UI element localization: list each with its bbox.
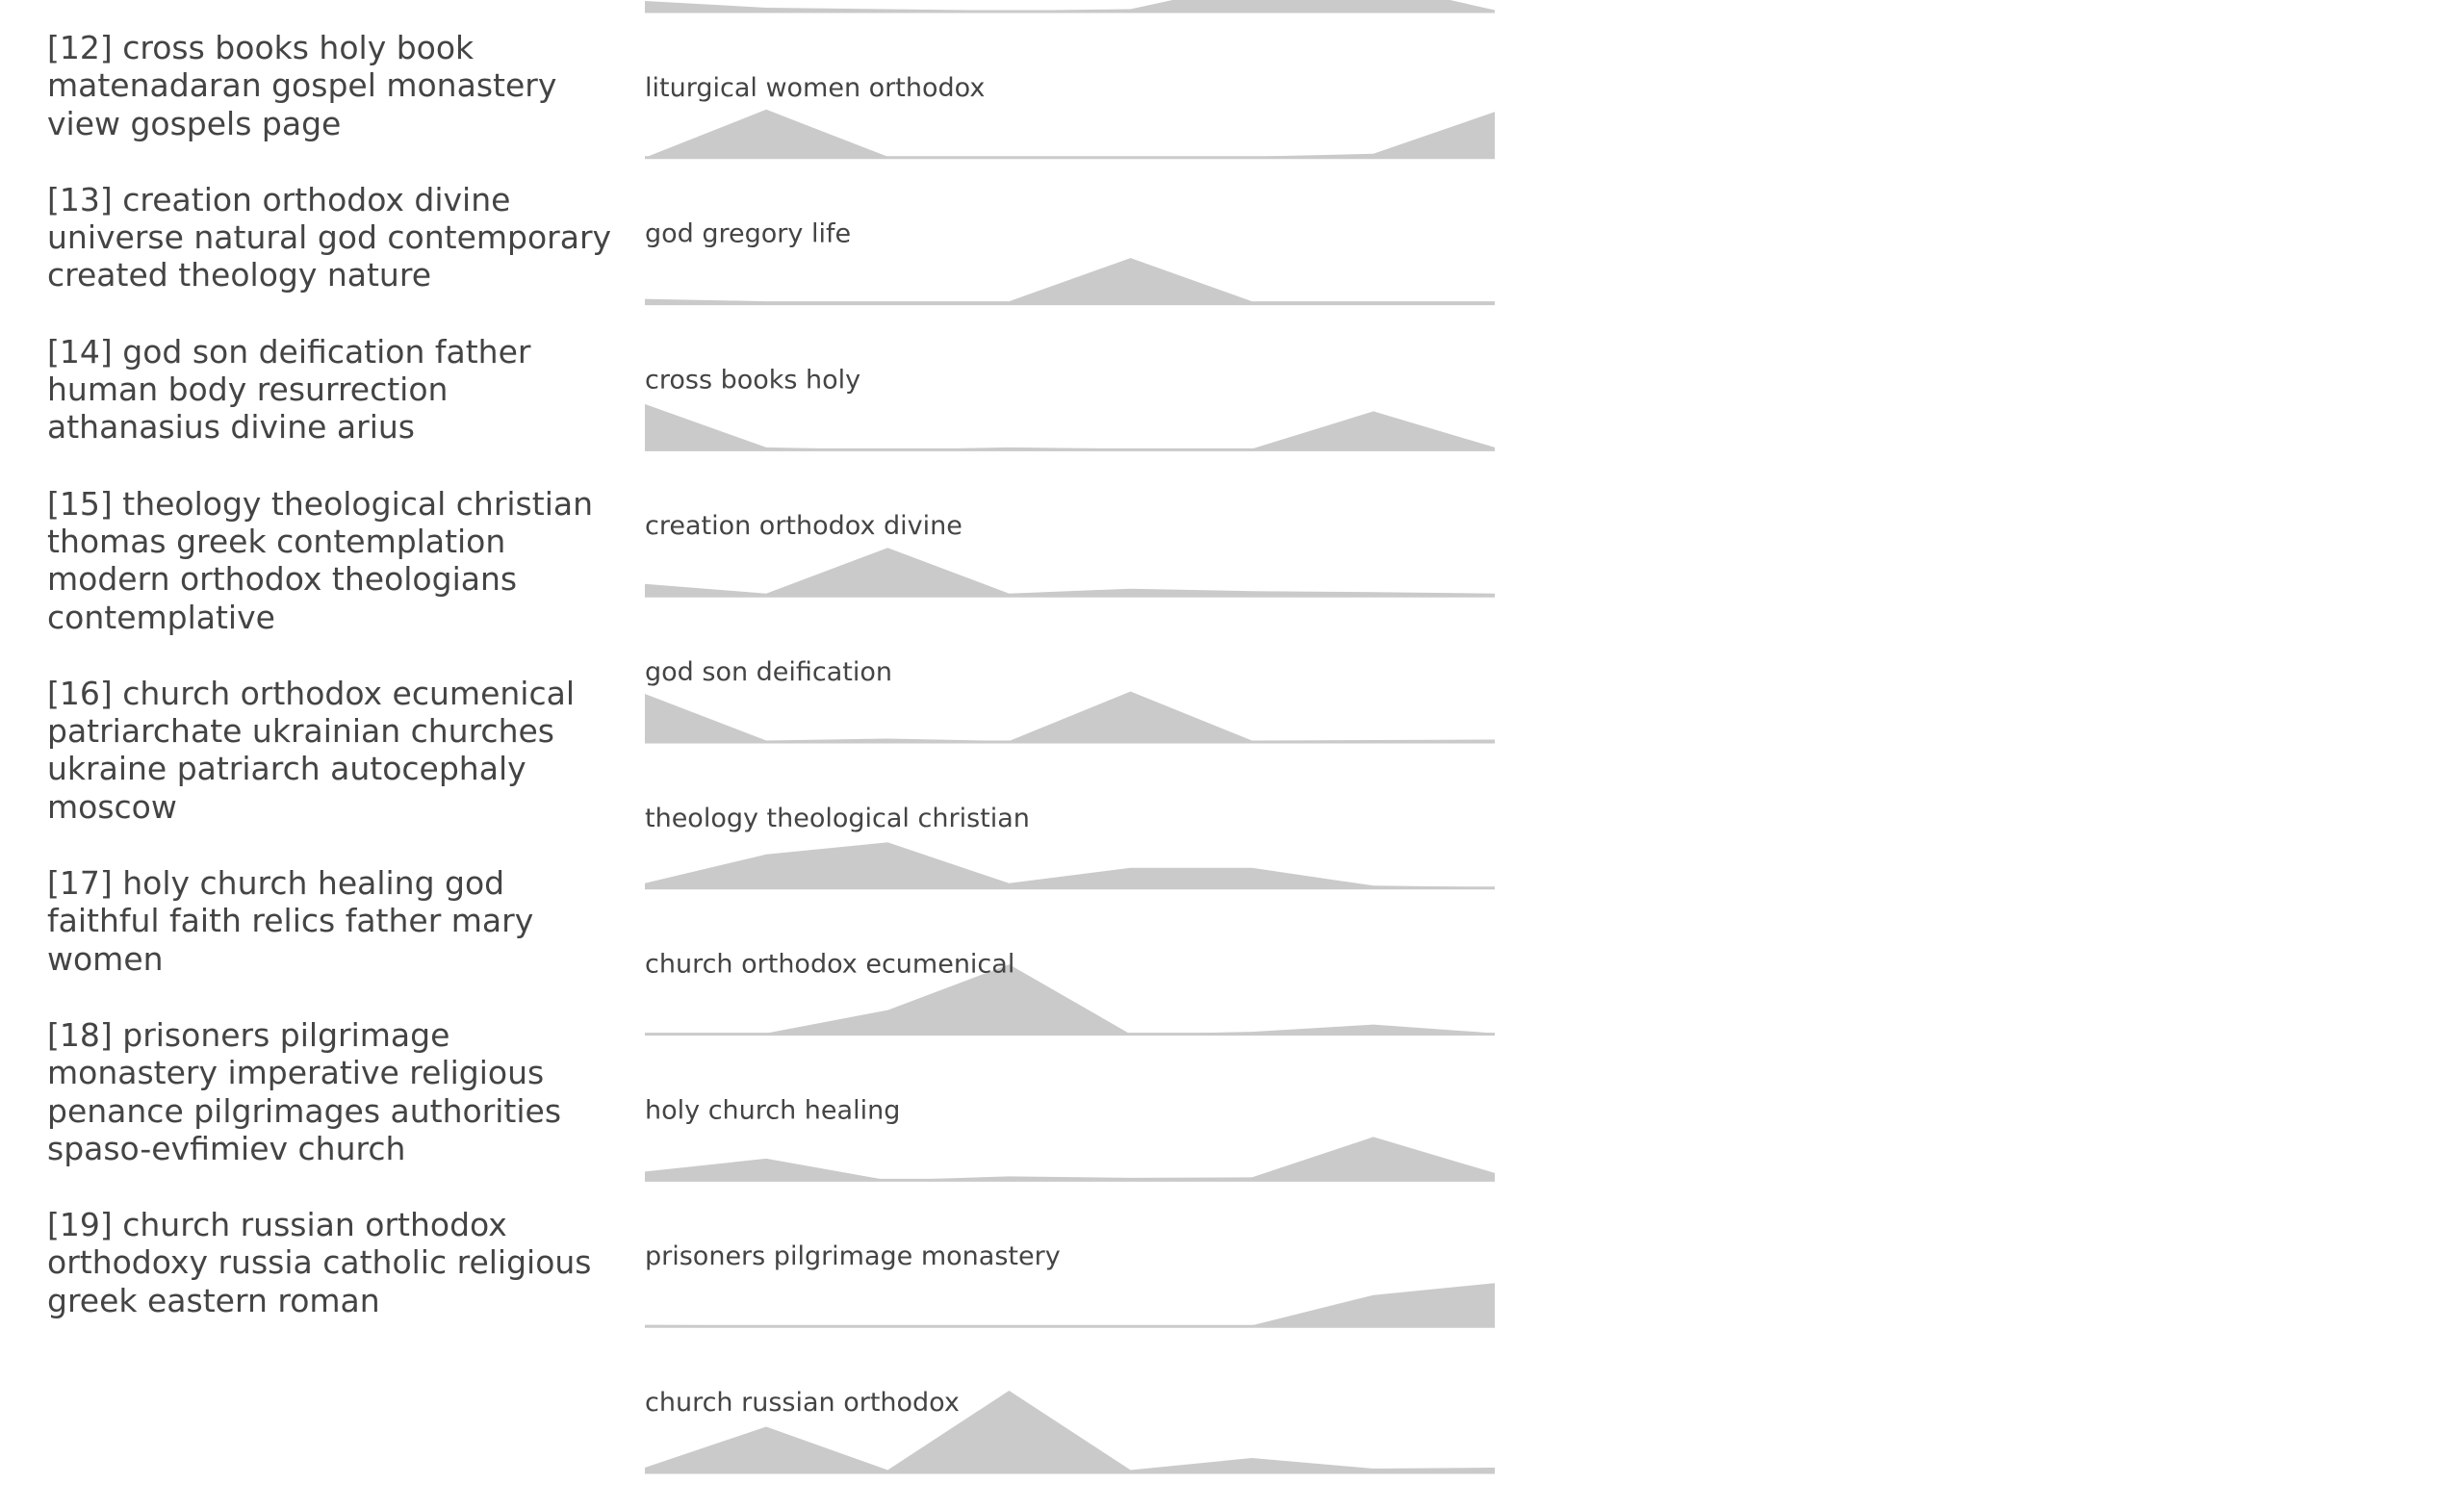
sparkline-group: church orthodox ecumenical (645, 950, 1495, 1036)
sparkline-group (645, 0, 1495, 13)
sparkline-label: liturgical women orthodox (645, 73, 985, 103)
topic-terms: church russian orthodox orthodoxy russia… (47, 1206, 592, 1319)
topic-entry: [19] church russian orthodox orthodoxy r… (47, 1206, 625, 1319)
topic-terms: holy church healing god faithful faith r… (47, 864, 534, 978)
topic-entry: [17] holy church healing god faithful fa… (47, 864, 625, 978)
topic-list: [12] cross books holy book matenadaran g… (47, 29, 625, 1358)
sparkline-label: creation orthodox divine (645, 511, 962, 541)
sparkline-group: prisoners pilgrimage monastery (645, 1241, 1495, 1328)
sparkline-area (645, 842, 1495, 888)
topic-id: [17] (47, 864, 113, 903)
topic-entry: [16] church orthodox ecumenical patriarc… (47, 675, 625, 826)
sparkline-label: theology theological christian (645, 804, 1030, 833)
sparkline-area (645, 258, 1495, 304)
sparkline-area (645, 1391, 1495, 1472)
sparkline-area (645, 691, 1495, 742)
topic-entry: [12] cross books holy book matenadaran g… (47, 29, 625, 142)
sparkline-area (645, 403, 1495, 450)
sparkline-area (645, 964, 1495, 1035)
sparkline-group: cross books holy (645, 365, 1495, 451)
topic-id: [18] (47, 1015, 113, 1054)
topic-id: [13] (47, 180, 113, 218)
sparkline-group: god son deification (645, 657, 1495, 744)
sparkline-group: creation orthodox divine (645, 511, 1495, 598)
sparkline-group: god gregory life (645, 219, 1495, 306)
topic-id: [14] (47, 332, 113, 371)
sparkline-area (645, 109, 1495, 158)
topic-terms: god son deification father human body re… (47, 332, 531, 447)
sparkline-group: holy church healing (645, 1095, 1495, 1182)
topic-terms: cross books holy book matenadaran gospel… (47, 29, 557, 142)
sparkline-label: church orthodox ecumenical (645, 950, 1014, 980)
topic-entry: [13] creation orthodox divine universe n… (47, 181, 625, 294)
sparkline-label: holy church healing (645, 1095, 900, 1125)
sparkline-label: god gregory life (645, 219, 851, 249)
sparkline-label: church russian orthodox (645, 1388, 960, 1418)
topic-id: [16] (47, 674, 113, 712)
topic-terms: creation orthodox divine universe natura… (47, 180, 612, 294)
topic-id: [12] (47, 29, 113, 66)
topic-id: [15] (47, 484, 113, 523)
topic-id: [19] (47, 1206, 113, 1244)
sparkline-group: theology theological christian (645, 804, 1495, 890)
sparkline-area (645, 1137, 1495, 1181)
topic-entry: [15] theology theological christian thom… (47, 485, 625, 636)
topic-terms: church orthodox ecumenical patriarchate … (47, 674, 575, 826)
sparkline-area (645, 0, 1495, 12)
topic-entry: [18] prisoners pilgrimage monastery impe… (47, 1016, 625, 1167)
sparkline-area (645, 548, 1495, 597)
sparkline-label: god son deification (645, 657, 892, 687)
sparkline-group: church russian orthodox (645, 1388, 1495, 1474)
sparkline-label: prisoners pilgrimage monastery (645, 1241, 1061, 1271)
topic-terms: theology theological christian thomas gr… (47, 484, 593, 636)
topic-terms: prisoners pilgrimage monastery imperativ… (47, 1015, 562, 1167)
sparkline-label: cross books holy (645, 365, 860, 395)
sparkline-area (645, 1283, 1495, 1327)
topic-entry: [14] god son deification father human bo… (47, 333, 625, 447)
sparkline-group: liturgical women orthodox (645, 73, 1495, 160)
